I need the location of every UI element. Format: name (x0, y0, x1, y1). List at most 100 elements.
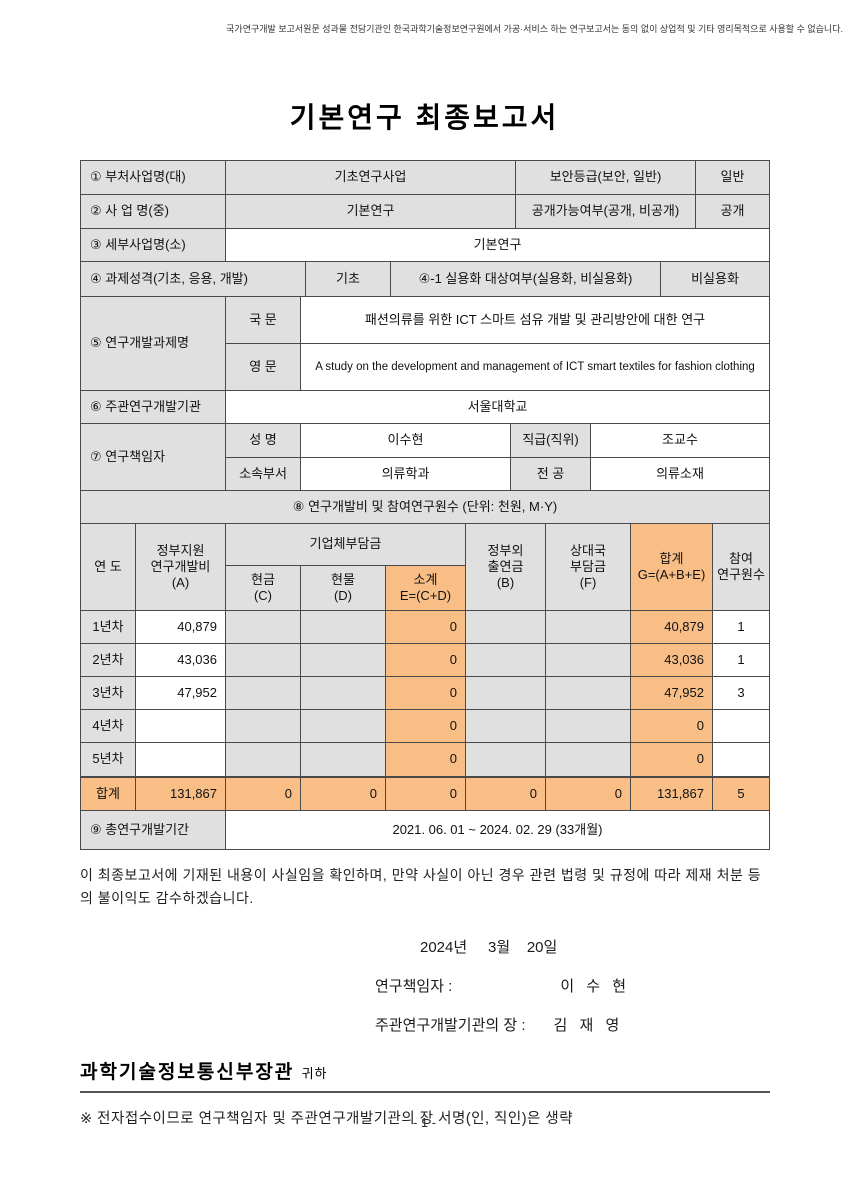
character-label: ④ 과제성격(기초, 응용, 개발) (81, 262, 306, 297)
budget-header-members: 참여 연구원수 (713, 524, 770, 611)
total-partner-cell: 0 (546, 778, 631, 811)
info-row-institute: ⑥ 주관연구개발기관 서울대학교 (81, 391, 770, 424)
total-cell: 47,952 (631, 677, 713, 710)
report-content: ① 부처사업명(대) 기초연구사업 보안등급(보안, 일반) 일반 ② 사 업 … (80, 160, 770, 1128)
subtotal-cell: 0 (386, 611, 466, 644)
inkind-cell (301, 677, 386, 710)
members-cell: 1 (713, 644, 770, 677)
pi-major-value: 의류소재 (591, 457, 770, 491)
inkind-cell (301, 644, 386, 677)
ministry-value: 기초연구사업 (226, 161, 516, 195)
gov-cell (136, 710, 226, 743)
members-cell: 3 (713, 677, 770, 710)
disclosure-label: 공개가능여부(공개, 비공개) (516, 195, 696, 229)
budget-header-cash: 현금 (C) (226, 566, 301, 611)
cash-cell (226, 743, 301, 777)
gov-cell: 40,879 (136, 611, 226, 644)
page-title: 기본연구 최종보고서 (289, 102, 560, 133)
subtotal-cell: 0 (386, 743, 466, 777)
budget-header: 연 도 정부지원 연구개발비 (A) 기업체부담금 현금 (C) 현물 (D) … (81, 524, 770, 611)
cash-cell (226, 644, 301, 677)
partner-cell (546, 677, 631, 710)
institute-label: ⑥ 주관연구개발기관 (81, 391, 226, 424)
copyright-disclaimer: 국가연구개발 보고서원문 성과물 전담기관인 한국과학기술정보연구원에서 가공·… (226, 24, 843, 34)
budget-row: 3년차 47,952 0 47,952 3 (81, 677, 770, 710)
minister-title: 과학기술정보통신부장관 (80, 1062, 295, 1084)
korean-title-label: 국 문 (226, 297, 301, 344)
gov-cell (136, 743, 226, 777)
budget-row: 2년차 43,036 0 43,036 1 (81, 644, 770, 677)
budget-header-subtotal: 소계 E=(C+D) (386, 566, 466, 611)
nongov-cell (466, 644, 546, 677)
info-row-program: ② 사 업 명(중) 기본연구 공개가능여부(공개, 비공개) 공개 (81, 195, 770, 229)
minister-divider (80, 1091, 770, 1094)
subtotal-cell: 0 (386, 677, 466, 710)
english-title-label: 영 문 (226, 344, 301, 391)
subtotal-cell: 0 (386, 710, 466, 743)
cash-cell (226, 611, 301, 644)
pi-label: ⑦ 연구책임자 (81, 424, 226, 491)
subprogram-value: 기본연구 (226, 229, 770, 262)
budget-row: 5년차 0 0 (81, 743, 770, 777)
budget-row: 4년차 0 0 (81, 710, 770, 743)
year-cell: 5년차 (81, 743, 136, 777)
pi-major-label: 전 공 (511, 457, 591, 491)
practical-use-value: 비실용화 (661, 262, 770, 297)
nongov-cell (466, 611, 546, 644)
gov-cell: 43,036 (136, 644, 226, 677)
signature-date: 2024년 3월 20일 (420, 939, 558, 957)
budget-section-header: ⑧ 연구개발비 및 참여연구원수 (단위: 천원, M·Y) (81, 491, 770, 524)
info-row-period: ⑨ 총연구개발기간 2021. 06. 01 ~ 2024. 02. 29 (3… (81, 811, 770, 850)
practical-use-label: ④-1 실용화 대상여부(실용화, 비실용화) (391, 262, 661, 297)
year-cell: 3년차 (81, 677, 136, 710)
page-number: - 1 - (412, 1115, 437, 1130)
year-cell: 2년차 (81, 644, 136, 677)
year-cell: 4년차 (81, 710, 136, 743)
budget-header-inkind: 현물 (D) (301, 566, 386, 611)
budget-header-company: 기업체부담금 (226, 524, 466, 566)
pi-signature-label: 연구책임자 : (375, 978, 453, 996)
year-cell: 1년차 (81, 611, 136, 644)
korean-title-value: 패션의류를 위한 ICT 스마트 섬유 개발 및 관리방안에 대한 연구 (301, 297, 770, 344)
period-value: 2021. 06. 01 ~ 2024. 02. 29 (33개월) (226, 811, 770, 850)
minister-line: 과학기술정보통신부장관 귀하 (80, 1057, 770, 1084)
total-year-cell: 합계 (81, 778, 136, 811)
pi-dept-value: 의류학과 (301, 457, 511, 491)
total-subtotal-cell: 0 (386, 778, 466, 811)
character-value: 기초 (306, 262, 391, 297)
total-cell: 43,036 (631, 644, 713, 677)
total-cell: 0 (631, 743, 713, 777)
subtotal-cell: 0 (386, 644, 466, 677)
budget-total-row: 합계 131,867 0 0 0 0 0 131,867 5 (81, 777, 770, 811)
total-gov-cell: 131,867 (136, 778, 226, 811)
program-label: ② 사 업 명(중) (81, 195, 226, 229)
budget-header-total: 합계 G=(A+B+E) (631, 524, 713, 611)
pi-dept-label: 소속부서 (226, 457, 301, 491)
declaration-text: 이 최종보고서에 기재된 내용이 사실임을 확인하며, 만약 사실이 아닌 경우… (80, 867, 762, 907)
info-row-project-title: ⑤ 연구개발과제명 국 문 패션의류를 위한 ICT 스마트 섬유 개발 및 관… (81, 297, 770, 391)
disclosure-value: 공개 (696, 195, 770, 229)
members-cell (713, 710, 770, 743)
nongov-cell (466, 743, 546, 777)
cash-cell (226, 710, 301, 743)
info-row-character: ④ 과제성격(기초, 응용, 개발) 기초 ④-1 실용화 대상여부(실용화, … (81, 262, 770, 297)
electronic-submission-note: ※ 전자접수이므로 연구책임자 및 주관연구개발기관의 장 서명(인, 직인)은… (80, 1111, 574, 1128)
budget-row: 1년차 40,879 0 40,879 1 (81, 611, 770, 644)
partner-cell (546, 644, 631, 677)
partner-cell (546, 743, 631, 777)
inkind-cell (301, 710, 386, 743)
total-nongov-cell: 0 (466, 778, 546, 811)
nongov-cell (466, 710, 546, 743)
info-row-subprogram: ③ 세부사업명(소) 기본연구 (81, 229, 770, 262)
info-row-pi: ⑦ 연구책임자 성 명 이수현 직급(직위) 조교수 소속부서 의류학과 전 공… (81, 424, 770, 491)
pi-name-value: 이수현 (301, 424, 511, 458)
gov-cell: 47,952 (136, 677, 226, 710)
total-inkind-cell: 0 (301, 778, 386, 811)
members-cell (713, 743, 770, 777)
info-row-ministry: ① 부처사업명(대) 기초연구사업 보안등급(보안, 일반) 일반 (81, 161, 770, 195)
security-value: 일반 (696, 161, 770, 195)
cash-cell (226, 677, 301, 710)
program-value: 기본연구 (226, 195, 516, 229)
head-signature-line: 주관연구개발기관의 장 : 김 재 영 (80, 1014, 770, 1035)
